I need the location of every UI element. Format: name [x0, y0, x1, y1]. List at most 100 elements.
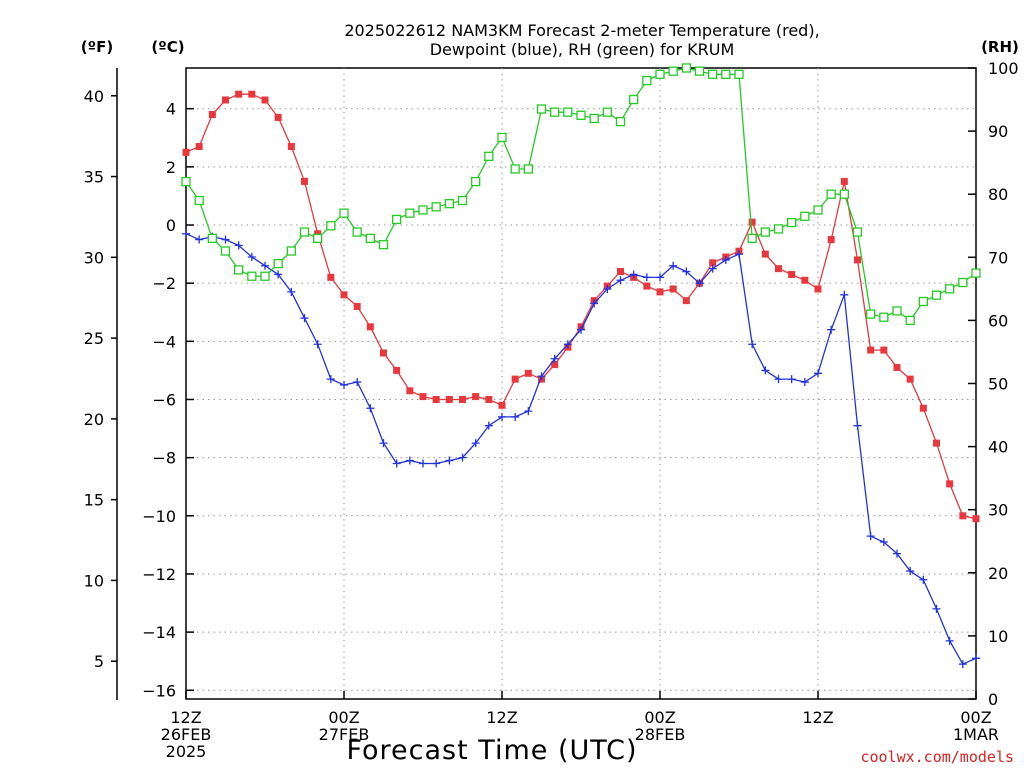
dewpoint-point — [603, 284, 612, 293]
rh-point — [550, 107, 560, 117]
grid-lines — [186, 68, 976, 699]
2-meter-temperature-point — [432, 395, 440, 403]
rh-tick-label: 100 — [988, 59, 1019, 78]
2-meter-temperature-point — [340, 291, 348, 299]
dewpoint-point — [484, 421, 493, 430]
rh-point — [800, 211, 810, 221]
celsius-tick-label: −2 — [152, 274, 176, 293]
rh-point — [510, 164, 520, 174]
rh-point — [220, 246, 231, 256]
2-meter-temperature-point — [893, 364, 901, 372]
dewpoint-point — [840, 290, 849, 299]
x-axis-label: Forecast Time (UTC) — [346, 735, 637, 766]
time-tick-label: 12Z — [802, 708, 833, 727]
2-meter-temperature-point — [222, 96, 229, 104]
time-tick-label: 27FEB — [319, 725, 370, 744]
2-meter-temperature-point — [840, 177, 848, 185]
2-meter-temperature-point — [301, 177, 308, 185]
rh-point — [273, 258, 283, 269]
fahrenheit-tick-label: 15 — [84, 491, 104, 510]
2-meter-temperature-point — [656, 288, 664, 296]
2-meter-temperature-point — [814, 285, 822, 293]
2-meter-temperature-point — [919, 404, 927, 412]
dewpoint-point — [590, 299, 599, 308]
rh-point — [497, 132, 507, 143]
time-tick-label: 2025 — [166, 742, 207, 761]
rh-point — [457, 195, 468, 206]
rh-point — [523, 164, 533, 174]
rh-point — [839, 189, 849, 199]
dewpoint-point — [642, 273, 651, 282]
fahrenheit-unit-label: (ºF) — [81, 38, 113, 56]
2-meter-temperature-point — [854, 256, 861, 264]
dewpoint-point — [247, 253, 256, 262]
dewpoint-point — [708, 264, 717, 273]
2-meter-temperature-point — [972, 515, 980, 523]
dewpoint-point — [919, 575, 928, 584]
rh-tick-label: 0 — [988, 690, 998, 709]
dewpoint-point — [353, 378, 362, 387]
rh-point — [352, 227, 362, 237]
2-meter-temperature-point — [643, 282, 651, 290]
dewpoint-point — [945, 636, 954, 645]
dewpoint-point — [234, 241, 243, 250]
dewpoint-point — [972, 654, 980, 663]
dewpoint-point — [326, 375, 335, 384]
rh-point — [418, 205, 428, 215]
rh-unit-label: (RH) — [981, 38, 1019, 56]
2-meter-temperature-point — [959, 512, 967, 520]
rh-tick-label: 50 — [988, 375, 1008, 394]
rh-point — [773, 224, 784, 234]
rh-point — [181, 176, 191, 187]
2-meter-temperature-point — [248, 90, 256, 98]
2-meter-temperature-point — [775, 265, 782, 273]
celsius-tick-label: −8 — [152, 449, 176, 468]
dewpoint-point — [866, 532, 875, 541]
2-meter-temperature-point — [880, 346, 888, 354]
rh-point — [378, 240, 389, 250]
dewpoint-point — [458, 453, 467, 462]
rh-point — [826, 189, 836, 199]
dewpoint-point — [563, 340, 572, 349]
chart-title-line1: 2025022612 NAM3KM Forecast 2-meter Tempe… — [344, 21, 819, 40]
rh-point — [313, 233, 323, 244]
rh-point — [852, 227, 863, 237]
rh-point — [365, 233, 375, 244]
dewpoint-point — [879, 537, 888, 546]
rh-point — [484, 151, 494, 161]
rh-point — [576, 110, 586, 120]
fahrenheit-tick-label: 40 — [84, 87, 104, 106]
rh-point — [668, 66, 678, 76]
dewpoint-point — [695, 279, 704, 288]
rh-point — [945, 284, 955, 294]
time-tick-label: 12Z — [486, 708, 517, 727]
dewpoint-point — [274, 270, 283, 279]
dewpoint-point — [195, 235, 204, 244]
2-meter-temperature-point — [380, 349, 387, 357]
2-meter-temperature-point — [366, 323, 374, 331]
rh-point — [931, 290, 942, 300]
rh-point — [234, 265, 244, 275]
2-meter-temperature-point — [485, 395, 493, 403]
dewpoint-point — [432, 459, 441, 468]
2-meter-temperature-point — [551, 361, 559, 369]
rh-point — [813, 205, 823, 215]
2-meter-temperature-point — [682, 297, 690, 305]
rh-point — [392, 214, 402, 225]
fahrenheit-axis: 40 35 30 25 20 15 10 5 — [84, 87, 117, 671]
dewpoint-point — [405, 456, 414, 465]
rh-point — [681, 63, 691, 73]
celsius-tick-label: 2 — [166, 158, 176, 177]
rh-point — [536, 104, 547, 114]
2-meter-temperature-point — [274, 113, 282, 121]
rh-point — [747, 233, 757, 244]
2-meter-temperature-point — [524, 369, 532, 377]
dewpoint-point — [313, 340, 322, 349]
2-meter-temperature-point — [459, 395, 466, 403]
celsius-tick-label: 4 — [166, 100, 176, 119]
2-meter-temperature-point — [235, 90, 243, 98]
celsius-tick-label: −12 — [142, 565, 176, 584]
rh-point — [866, 309, 876, 319]
2-meter-temperature-point — [748, 218, 756, 226]
